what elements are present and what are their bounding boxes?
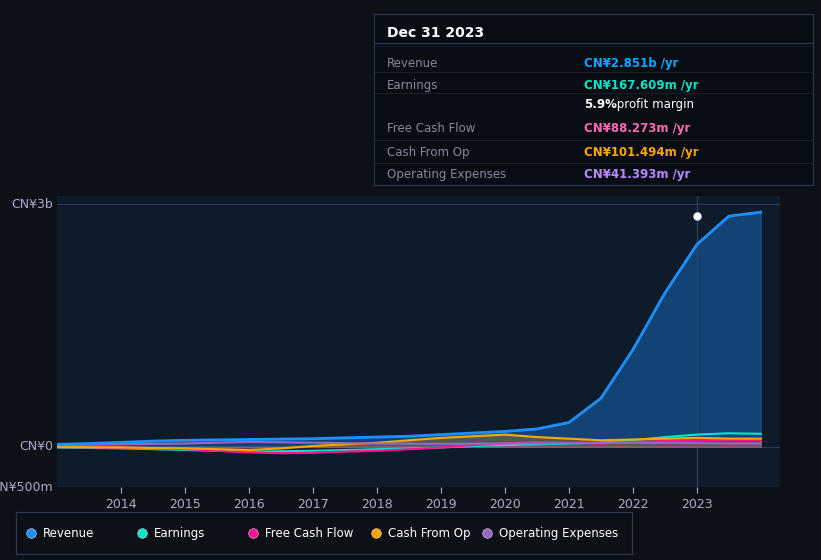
Text: CN¥3b: CN¥3b	[11, 198, 53, 211]
Text: profit margin: profit margin	[613, 98, 694, 111]
Text: CN¥0: CN¥0	[20, 440, 53, 453]
Text: Cash From Op: Cash From Op	[387, 146, 470, 159]
Text: -CN¥500m: -CN¥500m	[0, 480, 53, 494]
Text: Dec 31 2023: Dec 31 2023	[387, 26, 484, 40]
Text: Free Cash Flow: Free Cash Flow	[264, 527, 353, 540]
Text: Revenue: Revenue	[43, 527, 94, 540]
Text: CN¥2.851b /yr: CN¥2.851b /yr	[585, 57, 679, 70]
Text: CN¥101.494m /yr: CN¥101.494m /yr	[585, 146, 699, 159]
Text: 5.9%: 5.9%	[585, 98, 617, 111]
Text: Operating Expenses: Operating Expenses	[498, 527, 617, 540]
Text: Revenue: Revenue	[387, 57, 438, 70]
Text: Earnings: Earnings	[154, 527, 205, 540]
Text: CN¥167.609m /yr: CN¥167.609m /yr	[585, 79, 699, 92]
Text: Earnings: Earnings	[387, 79, 438, 92]
Text: Operating Expenses: Operating Expenses	[387, 168, 506, 181]
Text: Free Cash Flow: Free Cash Flow	[387, 122, 475, 135]
Text: CN¥41.393m /yr: CN¥41.393m /yr	[585, 168, 690, 181]
Text: CN¥88.273m /yr: CN¥88.273m /yr	[585, 122, 690, 135]
Text: Cash From Op: Cash From Op	[388, 527, 470, 540]
